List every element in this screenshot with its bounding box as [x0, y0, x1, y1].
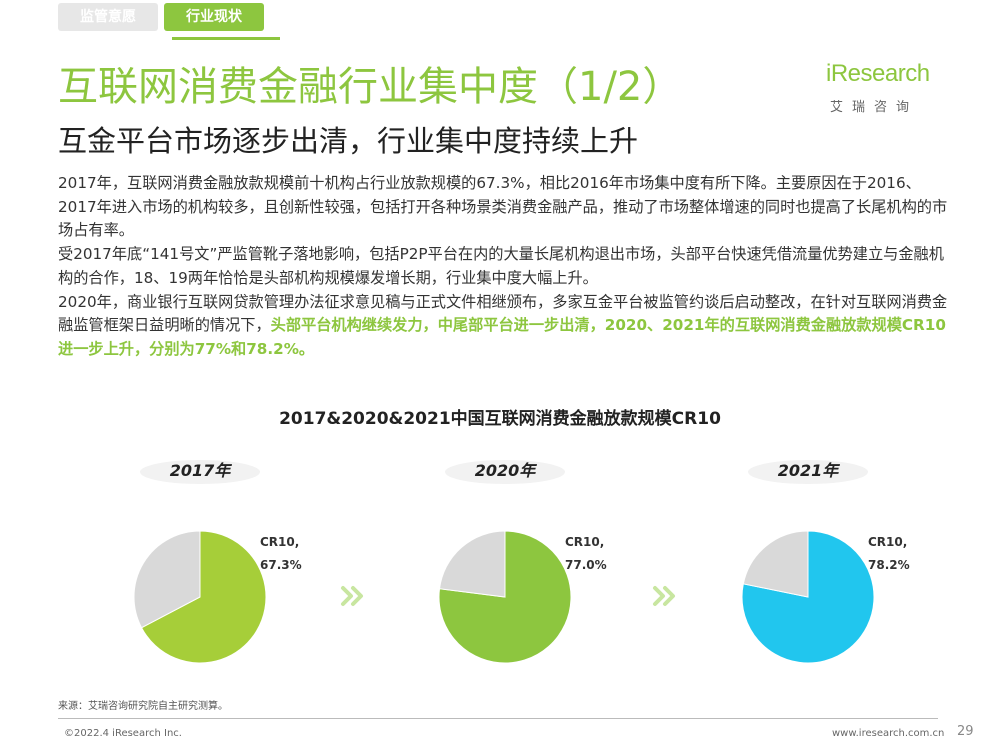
website-text: www.iresearch.com.cn	[832, 728, 945, 739]
year-label: 2021年	[778, 461, 841, 480]
pie-slice-others	[133, 530, 201, 629]
body-text: 2017年，互联网消费金融放款规模前十机构占行业放款规模的67.3%，相比201…	[58, 172, 952, 362]
chart-title: 2017&2020&2021中国互联网消费金融放款规模CR10	[279, 409, 721, 429]
paragraph-2020-text: 2020年，商业银行互联网贷款管理办法征求意见稿与正式文件相继颁布，多家互金平台…	[58, 292, 948, 335]
chevron-right-icon	[663, 586, 675, 606]
pie-slice-cr10	[438, 530, 572, 664]
chevron-right-icon	[351, 586, 363, 606]
copyright-text: ©2022.4 iResearch Inc.	[64, 728, 182, 739]
data-label-value: 67.3%	[260, 558, 302, 572]
paragraph-2017: 2017年，互联网消费金融放款规模前十机构占行业放款规模的67.3%，相比201…	[58, 174, 948, 240]
pie-slice-cr10	[741, 530, 875, 664]
year-label-backdrop	[445, 460, 565, 484]
paragraph-141-document: 受2017年底“141号文”严监管靴子落地影响，包括P2P平台在内的大量长尾机构…	[58, 245, 944, 287]
logo-subtext: 艾瑞咨询	[830, 100, 919, 115]
data-label-value: 78.2%	[868, 558, 910, 572]
source-note: 来源：艾瑞咨询研究院自主研究测算。	[58, 701, 228, 712]
data-label-name: CR10,	[868, 535, 907, 549]
data-label-name: CR10,	[565, 535, 604, 549]
pie-slice-others	[742, 530, 809, 598]
page-title: 互联网消费金融行业集中度（1/2）	[58, 64, 683, 110]
active-tab-indicator	[172, 37, 280, 40]
footer-divider	[58, 718, 938, 719]
page-number: 29	[957, 724, 974, 739]
year-label-backdrop	[140, 460, 260, 484]
pie-slice-cr10	[140, 530, 267, 664]
tab-regulation-willingness[interactable]: 监管意愿	[58, 3, 158, 31]
year-label: 2020年	[475, 461, 538, 480]
tab-bar: 监管意愿 行业现状	[58, 3, 264, 31]
paragraph-2020: 2020年，商业银行互联网贷款管理办法征求意见稿与正式文件相继颁布，多家互金平台…	[58, 291, 952, 362]
data-label-value: 77.0%	[565, 558, 607, 572]
chevron-right-icon	[653, 586, 665, 606]
logo-text: iResearch	[826, 60, 930, 87]
tab-industry-status[interactable]: 行业现状	[164, 3, 264, 31]
pie-slice-others	[438, 530, 506, 598]
page-subtitle: 互金平台市场逐步出清，行业集中度持续上升	[58, 124, 639, 158]
chevron-right-icon	[341, 586, 353, 606]
iresearch-logo: iResearch 艾瑞咨询	[826, 52, 956, 115]
year-label: 2017年	[170, 461, 233, 480]
year-label-backdrop	[748, 460, 868, 484]
data-label-name: CR10,	[260, 535, 299, 549]
paragraph-2020-highlight: 头部平台机构继续发力，中尾部平台进一步出清，2020、2021年的互联网消费金融…	[58, 316, 946, 358]
